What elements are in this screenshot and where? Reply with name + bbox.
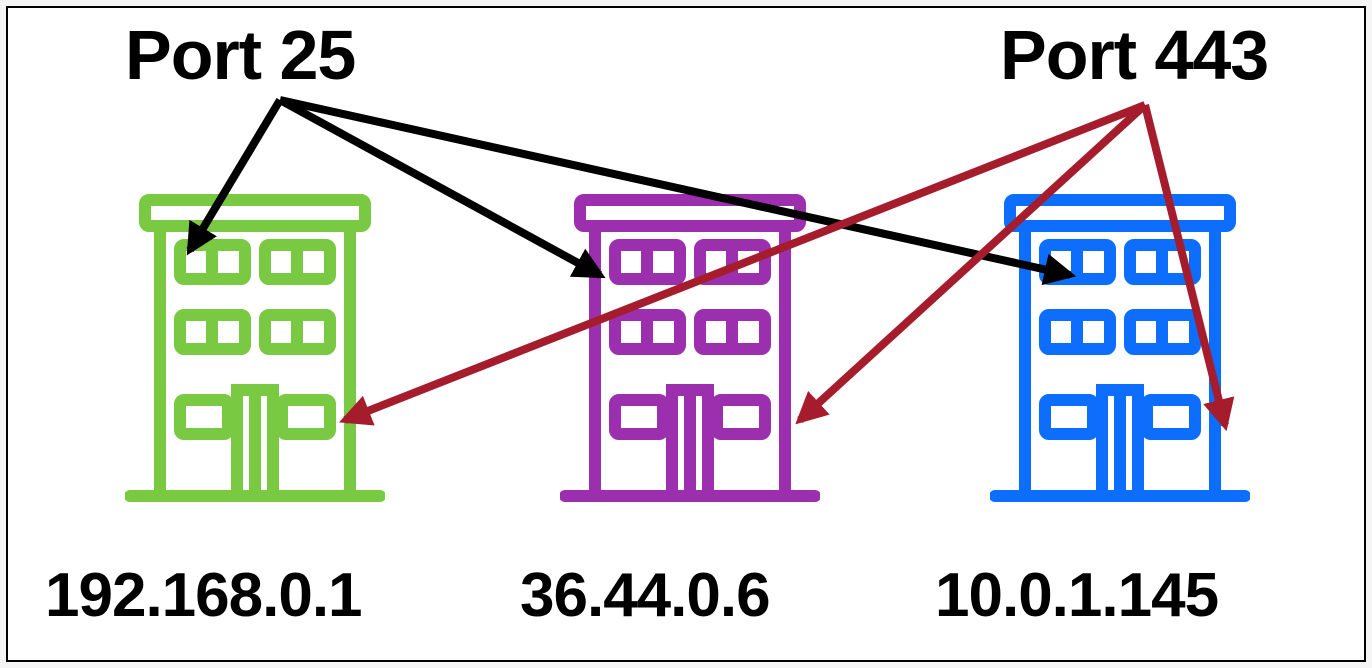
port-label-443: Port 443 xyxy=(1000,15,1268,95)
ip-label-2: 36.44.0.6 xyxy=(520,560,770,631)
building-1 xyxy=(125,190,385,510)
ip-label-3: 10.0.1.145 xyxy=(935,560,1218,631)
building-icon xyxy=(125,190,385,510)
building-2 xyxy=(560,190,820,510)
building-icon xyxy=(560,190,820,510)
ip-label-1: 192.168.0.1 xyxy=(45,560,362,631)
port-label-25: Port 25 xyxy=(125,15,355,95)
diagram-canvas: Port 25 Port 443 xyxy=(0,0,1372,668)
building-3 xyxy=(990,190,1250,510)
building-icon xyxy=(990,190,1250,510)
